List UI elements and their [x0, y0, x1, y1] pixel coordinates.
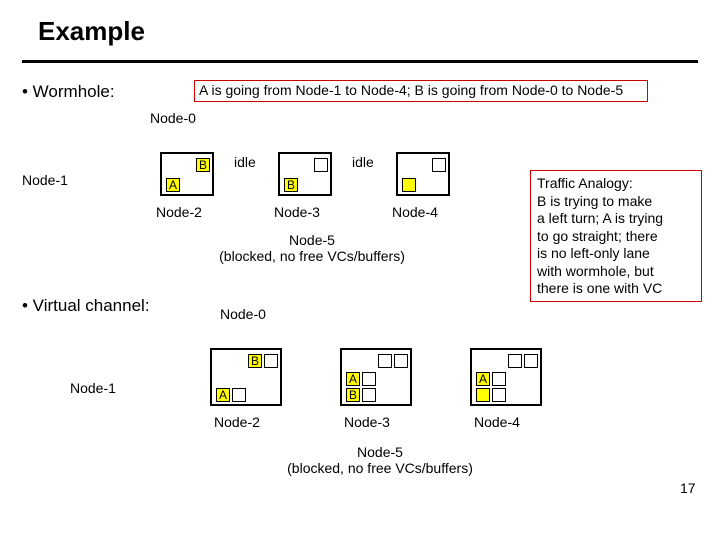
- buf-vc3-bl2: B: [346, 388, 360, 402]
- label-node5-bot: Node-5 (blocked, no free VCs/buffers): [250, 444, 510, 476]
- analogy-line-1: B is trying to make: [537, 193, 695, 211]
- label-node4-top: Node-4: [392, 204, 438, 220]
- title-rule: [22, 60, 698, 63]
- label-node0-top: Node-0: [150, 110, 196, 126]
- buf-vc4-bl1b: [492, 372, 506, 386]
- buf-wh2-bot-label: A: [169, 178, 177, 192]
- analogy-line-6: there is one with VC: [537, 280, 695, 298]
- buf-vc4-bl1-label: A: [479, 372, 487, 386]
- page-number: 17: [680, 480, 696, 496]
- buf-wh4-top: [432, 158, 446, 172]
- buf-vc3-bl1b: [362, 372, 376, 386]
- label-node5-top: Node-5 (blocked, no free VCs/buffers): [192, 232, 432, 264]
- buf-vc4-tr1: [508, 354, 522, 368]
- page-title: Example: [38, 16, 145, 47]
- bullet-vc: • Virtual channel:: [22, 296, 150, 316]
- analogy-box: Traffic Analogy: B is trying to make a l…: [530, 170, 702, 302]
- buf-vc2-tr1-label: B: [251, 354, 259, 368]
- label-node3-top: Node-3: [274, 204, 320, 220]
- router-wh-2: B A: [160, 152, 214, 196]
- caption-box: A is going from Node-1 to Node-4; B is g…: [194, 80, 648, 102]
- label-node2-top: Node-2: [156, 204, 202, 220]
- buf-vc3-bl2-label: B: [349, 388, 357, 402]
- buf-vc4-bl2b: [492, 388, 506, 402]
- buf-vc3-bl2b: [362, 388, 376, 402]
- router-vc-3: A B: [340, 348, 412, 406]
- caption-text: A is going from Node-1 to Node-4; B is g…: [199, 82, 623, 98]
- buf-vc2-tr1: B: [248, 354, 262, 368]
- buf-wh2-bot: A: [166, 178, 180, 192]
- analogy-line-0: Traffic Analogy:: [537, 175, 695, 193]
- buf-wh3-bot-label: B: [287, 178, 295, 192]
- label-node2-bot: Node-2: [214, 414, 260, 430]
- buf-vc3-bl1: A: [346, 372, 360, 386]
- label-idle2: idle: [352, 154, 374, 170]
- router-wh-4: [396, 152, 450, 196]
- router-vc-4: A: [470, 348, 542, 406]
- bullet-wormhole: • Wormhole:: [22, 82, 115, 102]
- buf-vc2-tr2: [264, 354, 278, 368]
- analogy-line-5: with wormhole, but: [537, 263, 695, 281]
- buf-wh3-top: [314, 158, 328, 172]
- label-idle1: idle: [234, 154, 256, 170]
- buf-vc3-bl1-label: A: [349, 372, 357, 386]
- label-node0-bot: Node-0: [220, 306, 266, 322]
- buf-vc4-bl1: A: [476, 372, 490, 386]
- buf-wh4-bot: [402, 178, 416, 192]
- analogy-line-2: a left turn; A is trying: [537, 210, 695, 228]
- buf-vc2-bl1: A: [216, 388, 230, 402]
- buf-vc4-tr2: [524, 354, 538, 368]
- buf-vc4-bl2: [476, 388, 490, 402]
- buf-vc2-bl2: [232, 388, 246, 402]
- buf-vc2-bl1-label: A: [219, 388, 227, 402]
- buf-wh2-top: B: [196, 158, 210, 172]
- label-node3-bot: Node-3: [344, 414, 390, 430]
- router-wh-3: B: [278, 152, 332, 196]
- label-node4-bot: Node-4: [474, 414, 520, 430]
- analogy-line-4: is no left-only lane: [537, 245, 695, 263]
- buf-wh3-bot: B: [284, 178, 298, 192]
- buf-vc3-tr1: [378, 354, 392, 368]
- router-vc-2: B A: [210, 348, 282, 406]
- label-node1-top: Node-1: [22, 172, 68, 188]
- buf-wh2-top-label: B: [199, 158, 207, 172]
- label-node1-bot: Node-1: [70, 380, 116, 396]
- analogy-line-3: to go straight; there: [537, 228, 695, 246]
- buf-vc3-tr2: [394, 354, 408, 368]
